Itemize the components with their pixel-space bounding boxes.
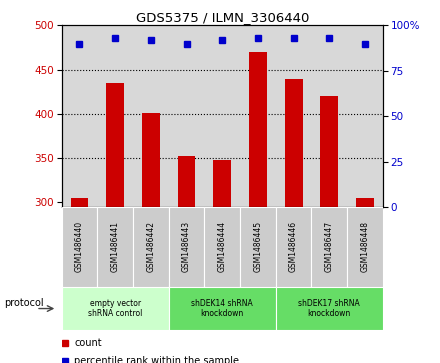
Bar [240, 207, 276, 287]
Text: GSM1486442: GSM1486442 [147, 221, 155, 272]
Text: GSM1486447: GSM1486447 [325, 221, 334, 272]
Text: shDEK17 shRNA
knockdown: shDEK17 shRNA knockdown [298, 299, 360, 318]
Bar [356, 198, 374, 207]
Text: shDEK14 shRNA
knockdown: shDEK14 shRNA knockdown [191, 299, 253, 318]
Text: GSM1486446: GSM1486446 [289, 221, 298, 272]
Bar [276, 207, 312, 287]
Text: percentile rank within the sample: percentile rank within the sample [74, 356, 239, 363]
Bar [133, 207, 169, 287]
Text: count: count [74, 338, 102, 348]
Bar [169, 207, 204, 287]
Text: GSM1486448: GSM1486448 [360, 221, 370, 272]
Bar [70, 198, 88, 207]
Bar [204, 207, 240, 287]
Text: GSM1486444: GSM1486444 [218, 221, 227, 272]
Bar [62, 287, 169, 330]
Bar [312, 207, 347, 287]
Bar [106, 83, 124, 207]
Bar [62, 207, 97, 287]
Text: empty vector
shRNA control: empty vector shRNA control [88, 299, 142, 318]
Text: protocol: protocol [4, 298, 44, 308]
Bar [169, 287, 276, 330]
Bar [97, 207, 133, 287]
Bar [142, 113, 160, 207]
Text: GSM1486441: GSM1486441 [110, 221, 120, 272]
Bar [249, 52, 267, 207]
Bar [285, 78, 303, 207]
Text: GSM1486440: GSM1486440 [75, 221, 84, 272]
Title: GDS5375 / ILMN_3306440: GDS5375 / ILMN_3306440 [136, 11, 309, 24]
Bar [347, 207, 383, 287]
Text: GSM1486445: GSM1486445 [253, 221, 262, 272]
Bar [178, 156, 195, 207]
Bar [276, 287, 383, 330]
Bar [320, 96, 338, 207]
Bar [213, 160, 231, 207]
Text: GSM1486443: GSM1486443 [182, 221, 191, 272]
